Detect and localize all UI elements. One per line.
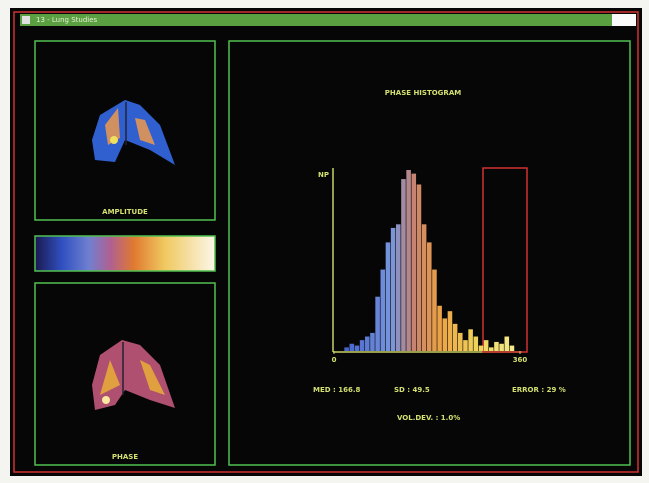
- chart-title: PHASE HISTOGRAM: [385, 89, 461, 97]
- bar: [489, 347, 494, 351]
- bar: [396, 224, 401, 351]
- bar: [381, 270, 386, 351]
- window-control[interactable]: [612, 14, 636, 26]
- bar: [463, 340, 468, 351]
- bar: [443, 318, 448, 351]
- bar: [360, 340, 365, 351]
- y-axis-label: NP: [318, 171, 329, 179]
- bar: [401, 179, 406, 351]
- bar: [375, 297, 380, 351]
- bar: [386, 242, 391, 351]
- stat-vol-dev: VOL.DEV. : 1.0%: [397, 414, 460, 422]
- title-bar: [20, 14, 612, 26]
- bar: [344, 347, 349, 351]
- bar: [494, 342, 499, 351]
- screen: 13 - Lung Studies AMPLITUDE PHASE PHASE …: [0, 0, 649, 483]
- bar: [448, 311, 453, 351]
- color-bar: [35, 236, 215, 271]
- bar: [453, 324, 458, 351]
- phase-label: PHASE: [112, 453, 138, 461]
- amplitude-label: AMPLITUDE: [102, 208, 148, 216]
- bar: [427, 242, 432, 351]
- bar: [365, 337, 370, 351]
- bar: [499, 344, 504, 351]
- bar: [422, 224, 427, 351]
- stat-med: MED : 166.8: [313, 386, 361, 394]
- stat-sd: SD : 49.5: [394, 386, 430, 394]
- bar: [484, 340, 489, 351]
- bar: [458, 333, 463, 351]
- bar: [417, 184, 422, 351]
- stat-error: ERROR : 29 %: [512, 386, 566, 394]
- bar: [350, 344, 355, 351]
- bar: [479, 346, 484, 351]
- x-tick-label: 360: [513, 356, 528, 364]
- bar: [391, 228, 396, 351]
- bar: [505, 337, 510, 351]
- bar: [468, 329, 473, 351]
- bar: [412, 174, 417, 351]
- bar: [370, 333, 375, 351]
- bar: [432, 270, 437, 351]
- bar: [510, 346, 515, 351]
- window-title: 13 - Lung Studies: [36, 16, 98, 24]
- window-menu[interactable]: [22, 16, 30, 24]
- bar: [474, 337, 479, 351]
- bar: [355, 346, 360, 351]
- bar: [437, 306, 442, 351]
- x-tick-label: 0: [332, 356, 337, 364]
- bar: [406, 170, 411, 351]
